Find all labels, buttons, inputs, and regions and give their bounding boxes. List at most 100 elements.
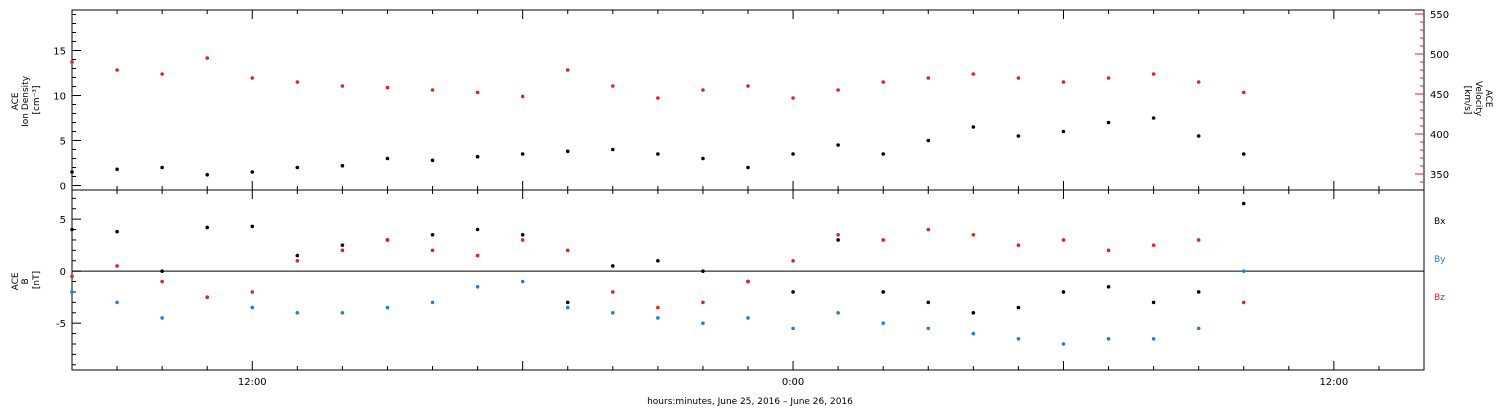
bx-point (160, 269, 164, 273)
bx-point (1151, 300, 1156, 305)
density-point (971, 125, 976, 129)
by-point (385, 305, 390, 310)
bx-point (70, 227, 74, 232)
by-point (701, 321, 705, 325)
velocity-point (430, 88, 435, 92)
density-point (836, 143, 840, 147)
density-point (701, 156, 705, 161)
top-right-axis-title-line3: [km/s] (1462, 86, 1472, 115)
x-tick-label: 12:00 (238, 377, 267, 388)
by-point (250, 305, 255, 310)
velocity-point (1106, 76, 1111, 80)
bx-point (340, 243, 345, 247)
bz-point (701, 300, 705, 305)
top-right-axis-title-line2: Velocity (1473, 81, 1483, 117)
bz-point (791, 258, 795, 263)
density-point (656, 152, 660, 156)
bz-point (836, 232, 840, 237)
density-point (250, 170, 255, 174)
top-left-axis-title-line2: Ion Density (21, 75, 31, 127)
velocity-point (881, 80, 885, 84)
bz-point (926, 227, 931, 232)
bz-point (295, 258, 300, 263)
by-point (926, 326, 931, 331)
bx-point (430, 232, 435, 237)
by-point (1106, 336, 1111, 341)
by-point (791, 326, 795, 331)
bx-point (520, 232, 525, 237)
bz-point (1196, 238, 1201, 242)
by-point (430, 300, 435, 305)
velocity-point (1016, 76, 1021, 80)
top-right-y-tick-label: 400 (1430, 130, 1449, 141)
by-point (520, 279, 525, 284)
by-point (340, 310, 345, 315)
top-left-y-tick-label: 0 (60, 182, 66, 193)
bx-point (836, 238, 840, 242)
by-point (115, 300, 119, 305)
bx-point (791, 290, 795, 294)
bz-point (475, 253, 480, 258)
velocity-point (115, 68, 119, 72)
density-point (205, 172, 209, 177)
bx-point (701, 269, 705, 273)
bz-point (1106, 248, 1111, 253)
velocity-point (1241, 90, 1246, 95)
top-right-y-tick-label: 500 (1430, 50, 1449, 61)
density-point (475, 154, 480, 159)
x-tick-label: 0:00 (782, 377, 804, 388)
top-right-y-tick-label: 450 (1430, 90, 1449, 101)
density-point (295, 165, 300, 170)
density-point (791, 152, 795, 156)
density-point (746, 165, 750, 170)
density-point (926, 138, 931, 143)
bottom-y-tick-label: 0 (60, 267, 66, 278)
bx-point (205, 225, 209, 230)
bottom-left-axis-title: ACE B [nT] (11, 270, 42, 291)
velocity-point (205, 56, 209, 60)
by-point (746, 316, 750, 320)
bottom-left-axis-title-line1: ACE (11, 272, 21, 290)
density-point (1196, 134, 1201, 138)
time-axis-title: hours:minutes, June 25, 2016 – June 26, … (647, 397, 853, 407)
bz-point (746, 279, 750, 284)
by-point (1151, 336, 1156, 341)
velocity-point (1196, 80, 1201, 84)
bz-point (520, 238, 525, 242)
by-point (1016, 336, 1021, 341)
x-tick-label: 12:00 (1319, 377, 1348, 388)
bottom-left-axis-title-line2: B (21, 278, 31, 284)
by-point (971, 331, 976, 336)
by-point (1196, 326, 1201, 331)
velocity-point (656, 96, 660, 100)
top-left-y-tick-label: 15 (53, 47, 66, 58)
by-point (160, 316, 164, 320)
velocity-point (520, 94, 525, 99)
bx-point (656, 258, 660, 263)
top-left-axis-title-line1: ACE (11, 92, 21, 110)
density-point (160, 165, 164, 170)
velocity-point (385, 85, 390, 90)
density-point (1016, 134, 1021, 138)
velocity-point (791, 96, 795, 100)
bx-point (1241, 201, 1246, 206)
bx-point (971, 310, 976, 315)
density-point (1241, 152, 1246, 156)
density-point (611, 147, 615, 152)
bz-point (250, 290, 255, 294)
density-point (1151, 116, 1156, 120)
velocity-point (971, 72, 976, 76)
density-point (115, 167, 119, 172)
bx-point (881, 290, 885, 294)
bx-point (1061, 290, 1066, 294)
bx-point (1016, 305, 1021, 310)
bz-point (656, 305, 660, 310)
velocity-point (701, 88, 705, 92)
top-right-y-tick-label: 550 (1430, 10, 1449, 21)
bz-point (611, 290, 615, 294)
by-point (70, 290, 74, 294)
top-left-y-tick-label: 5 (60, 137, 66, 148)
top-left-y-tick-label: 10 (53, 92, 66, 103)
bz-point (160, 279, 164, 284)
